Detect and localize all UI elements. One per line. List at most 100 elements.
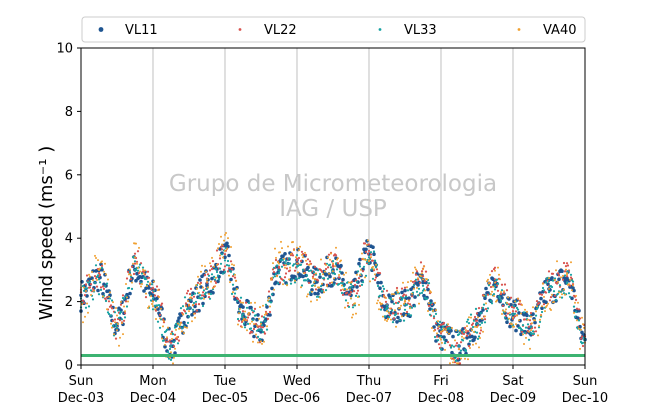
data-point [376, 271, 380, 274]
data-point [98, 273, 102, 276]
data-point [428, 313, 432, 316]
data-point [533, 320, 537, 325]
data-point [511, 313, 515, 316]
data-point [118, 319, 122, 322]
data-point [234, 273, 236, 276]
data-point [130, 274, 132, 277]
data-point [524, 326, 528, 329]
data-point [211, 291, 215, 295]
data-point [401, 315, 403, 318]
data-point [165, 328, 169, 331]
data-point [319, 296, 321, 299]
data-point [418, 281, 422, 284]
data-point [393, 293, 395, 296]
data-point [404, 300, 406, 303]
data-point [565, 281, 569, 284]
data-point [232, 287, 236, 291]
data-point [452, 361, 454, 364]
data-point [542, 289, 546, 292]
y-axis: 0 2 4 6 8 10 [56, 42, 81, 374]
data-point [128, 273, 130, 276]
data-point [540, 310, 544, 314]
data-point [341, 293, 345, 296]
data-point [311, 275, 315, 278]
data-point [120, 300, 122, 303]
data-point [155, 304, 159, 307]
data-point [326, 285, 328, 287]
data-point [461, 335, 463, 338]
data-point [365, 259, 367, 261]
data-point [423, 265, 425, 268]
data-point [516, 314, 518, 317]
data-point [170, 351, 172, 354]
data-point [411, 280, 415, 283]
data-point [485, 309, 489, 313]
data-point [565, 277, 569, 282]
data-point [415, 270, 419, 273]
data-point [130, 265, 134, 268]
data-point [477, 307, 481, 310]
data-point [553, 294, 557, 297]
data-point [153, 294, 157, 297]
data-point [94, 264, 98, 267]
data-point [316, 291, 320, 296]
data-point [168, 339, 172, 342]
data-point [437, 320, 439, 323]
data-point [508, 313, 512, 316]
data-point [307, 269, 311, 273]
data-point [290, 278, 294, 281]
data-point [89, 289, 93, 292]
data-point [84, 306, 88, 309]
data-point [506, 312, 510, 315]
data-point [501, 304, 505, 307]
y-tick-label: 6 [65, 168, 73, 183]
data-point [288, 262, 292, 265]
data-point [187, 300, 189, 302]
data-point [364, 247, 368, 252]
data-point [425, 297, 429, 300]
data-point [481, 317, 483, 320]
data-point [283, 276, 287, 279]
data-point [97, 293, 101, 296]
data-point [389, 307, 391, 310]
data-point [544, 310, 546, 313]
data-point [478, 346, 480, 349]
data-point [450, 344, 454, 347]
data-point [142, 268, 144, 271]
data-point [160, 333, 164, 336]
data-point [337, 257, 339, 260]
data-point [152, 290, 156, 293]
data-point [286, 262, 290, 265]
data-point [187, 315, 191, 318]
data-point [438, 320, 442, 323]
data-point [468, 333, 472, 336]
data-point [465, 320, 469, 323]
data-point [371, 277, 375, 280]
data-point [419, 261, 423, 264]
data-point [452, 345, 456, 348]
data-point [321, 282, 323, 285]
data-point [562, 274, 564, 277]
data-point [126, 296, 128, 299]
data-point [195, 284, 197, 287]
data-point [577, 319, 581, 322]
data-point [389, 310, 393, 315]
x-tick-label-date: Dec-08 [418, 391, 464, 406]
data-point [115, 307, 117, 309]
data-point [222, 268, 226, 271]
data-point [461, 339, 465, 342]
data-point [341, 282, 345, 285]
data-point [319, 285, 323, 288]
data-point [466, 318, 470, 321]
data-point [399, 296, 403, 299]
data-point [559, 296, 561, 299]
data-point [281, 247, 283, 250]
data-point [104, 262, 106, 265]
data-point [381, 285, 385, 288]
data-point [228, 267, 232, 270]
data-point [358, 265, 362, 268]
y-axis-label: Wind speed (ms⁻¹ ) [36, 146, 57, 320]
data-point [249, 305, 253, 310]
data-point [461, 327, 465, 331]
data-point [99, 286, 103, 289]
